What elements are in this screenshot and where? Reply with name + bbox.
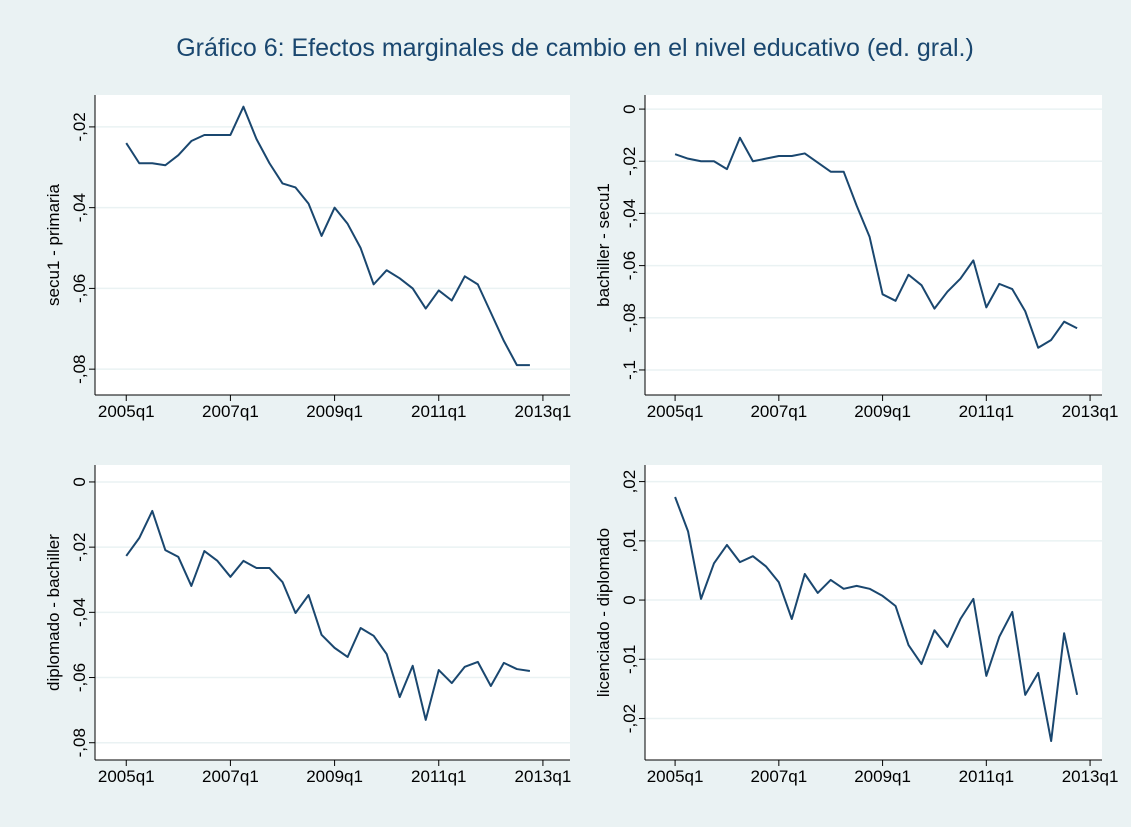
x-tick-label: 2005q1 bbox=[98, 767, 155, 786]
data-line bbox=[125, 105, 530, 367]
y-tick-label: ,02 bbox=[620, 470, 639, 494]
x-tick-label: 2013q1 bbox=[1062, 402, 1119, 421]
data-line bbox=[674, 136, 1078, 349]
x-tick-label: 2009q1 bbox=[306, 402, 363, 421]
y-tick-label: -,01 bbox=[620, 645, 639, 674]
x-tick-label: 2009q1 bbox=[854, 767, 911, 786]
x-tick-label: 2007q1 bbox=[202, 767, 259, 786]
y-tick-label: -,04 bbox=[620, 199, 639, 228]
y-tick-label: -,06 bbox=[620, 251, 639, 280]
y-axis-label: bachiller - secu1 bbox=[594, 183, 613, 307]
y-tick-label: -,08 bbox=[70, 355, 89, 384]
x-tick-label: 2007q1 bbox=[750, 767, 807, 786]
x-tick-label: 2013q1 bbox=[1062, 767, 1119, 786]
data-line bbox=[125, 509, 531, 721]
plot-area bbox=[645, 465, 1102, 760]
y-tick-label: -,02 bbox=[70, 532, 89, 561]
x-tick-label: 2011q1 bbox=[411, 402, 466, 421]
y-tick-label: 0 bbox=[620, 104, 639, 113]
x-tick-label: 2011q1 bbox=[959, 402, 1014, 421]
figure-title: Gráfico 6: Efectos marginales de cambio … bbox=[176, 34, 974, 62]
y-tick-label: -,06 bbox=[70, 274, 89, 303]
x-tick-label: 2011q1 bbox=[959, 767, 1014, 786]
panel: 0 -,02 -,04 -,06 -,08 2005q1 2007q1 2009q1 2011q… bbox=[44, 465, 571, 786]
plot-area bbox=[95, 95, 570, 395]
y-tick-label: ,01 bbox=[620, 529, 639, 553]
x-tick-label: 2013q1 bbox=[515, 767, 572, 786]
x-tick-label: 2009q1 bbox=[306, 767, 363, 786]
panel: ,02 ,01 0 -,01 -,02 2005q1 2007q1 2009q1 2011q1 2… bbox=[594, 465, 1118, 786]
x-tick-label: 2011q1 bbox=[411, 767, 466, 786]
y-axis-label: diplomado - bachiller bbox=[44, 534, 63, 691]
x-tick-label: 2005q1 bbox=[647, 402, 704, 421]
x-tick-label: 2007q1 bbox=[202, 402, 259, 421]
x-tick-label: 2013q1 bbox=[515, 402, 572, 421]
y-tick-label: 0 bbox=[620, 595, 639, 604]
y-tick-label: -,04 bbox=[70, 193, 89, 222]
y-axis-label: secu1 - primaria bbox=[44, 184, 63, 306]
y-axis-label: licenciado - diplomado bbox=[594, 528, 613, 697]
y-tick-label: 0 bbox=[70, 477, 89, 486]
y-tick-label: -,1 bbox=[620, 360, 639, 380]
plot-area bbox=[645, 95, 1102, 395]
data-line bbox=[674, 496, 1079, 743]
x-tick-label: 2005q1 bbox=[98, 402, 155, 421]
y-tick-label: -,04 bbox=[70, 598, 89, 627]
y-tick-label: -,08 bbox=[70, 728, 89, 757]
x-tick-label: 2009q1 bbox=[854, 402, 911, 421]
y-tick-label: -,02 bbox=[620, 147, 639, 176]
y-tick-label: -,02 bbox=[620, 704, 639, 733]
x-tick-label: 2005q1 bbox=[647, 767, 704, 786]
y-tick-label: -,02 bbox=[70, 112, 89, 141]
y-tick-label: -,08 bbox=[620, 303, 639, 332]
panel: -,02 -,04 -,06 -,08 2005q1 2007q1 2009q1 2011q1… bbox=[44, 95, 571, 421]
panel: 0 -,02 -,04 -,06 -,08 -,1 2005q1 2007q1 2009q1 20… bbox=[594, 95, 1118, 421]
x-tick-label: 2007q1 bbox=[750, 402, 807, 421]
y-tick-label: -,06 bbox=[70, 663, 89, 692]
